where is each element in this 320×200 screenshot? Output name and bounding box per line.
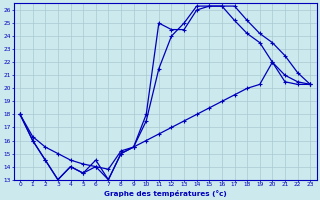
X-axis label: Graphe des températures (°c): Graphe des températures (°c) <box>104 190 227 197</box>
